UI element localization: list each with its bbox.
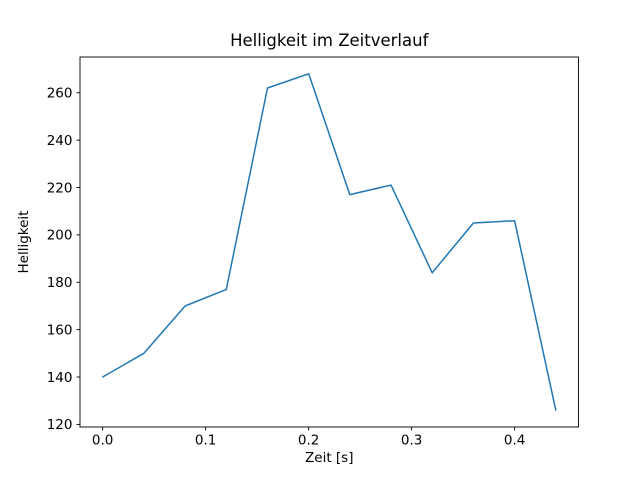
plot-area [79, 56, 579, 428]
y-tick-label: 140 [47, 370, 73, 386]
x-tick-label: 0.1 [195, 433, 216, 449]
x-axis-label: Zeit [s] [305, 450, 353, 466]
y-tick-label: 220 [47, 180, 73, 196]
data-line [101, 73, 557, 411]
x-tick-label: 0.0 [92, 433, 113, 449]
chart-title: Helligkeit im Zeitverlauf [230, 31, 429, 50]
y-tick-label: 200 [47, 228, 73, 244]
x-tick-label: 0.3 [401, 433, 422, 449]
y-tick-label: 260 [47, 86, 73, 102]
x-tick-label: 0.4 [504, 433, 525, 449]
x-tick-label: 0.2 [298, 433, 319, 449]
y-tick-label: 160 [47, 322, 73, 338]
y-axis-label: Helligkeit [16, 211, 32, 274]
y-tick-label: 120 [47, 417, 73, 433]
y-tick-label: 240 [47, 133, 73, 149]
y-tick-label: 180 [47, 275, 73, 291]
axis-ticks: 0.0 0.1 0.2 0.3 0.4 120 140 160 180 200 220 240 260 [47, 86, 526, 449]
